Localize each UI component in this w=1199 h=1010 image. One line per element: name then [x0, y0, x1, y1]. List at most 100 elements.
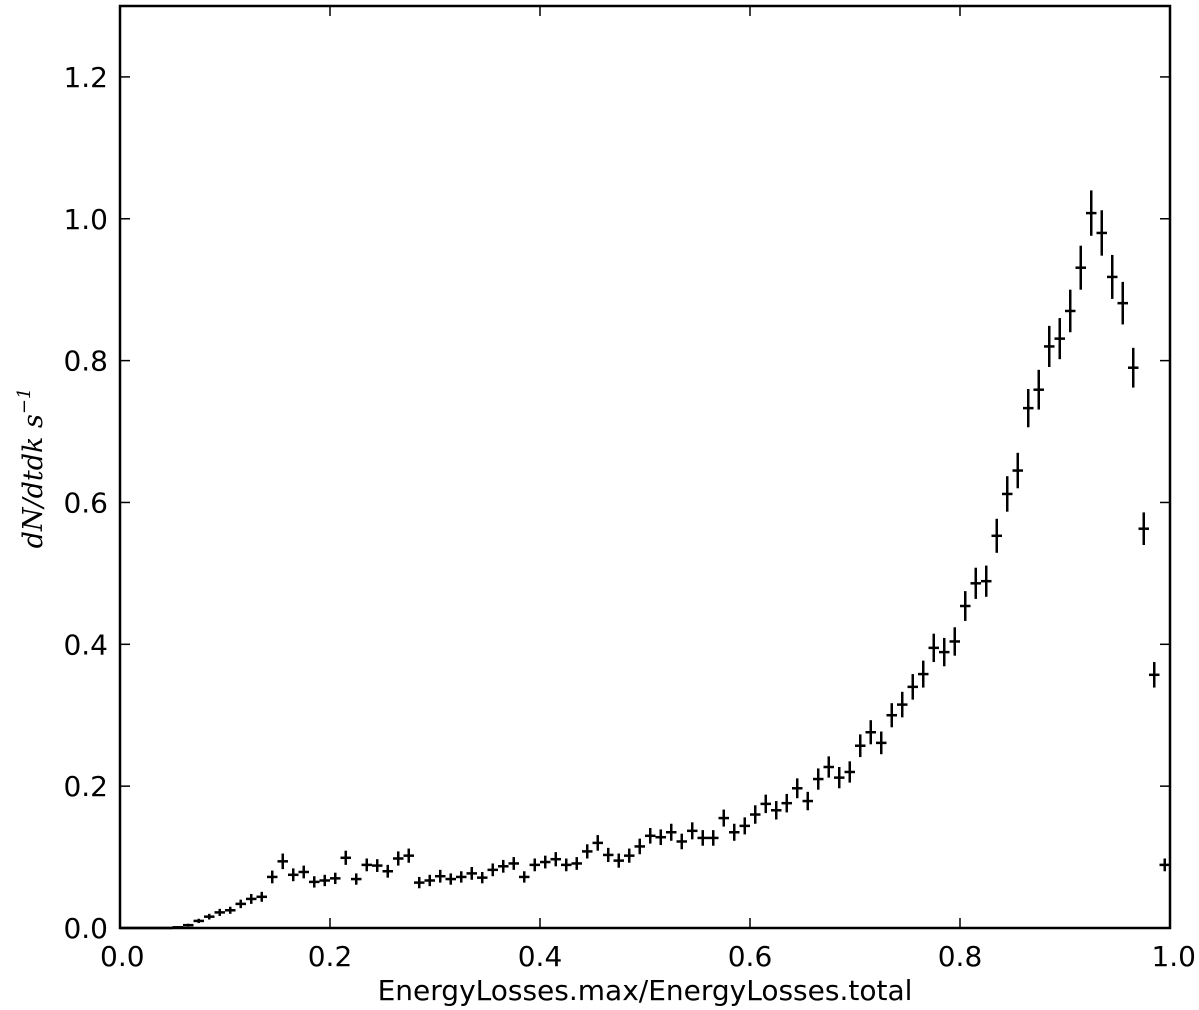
- ticks: 0.0 0.2 0.4 0.6 0.8 1.0 0.0 0.2 0.4 0.6 0.8 1.0 1.2: [63, 6, 1196, 973]
- x-tick-label: 1.0: [1151, 940, 1196, 973]
- data-point: [550, 852, 561, 867]
- data-point: [561, 858, 572, 872]
- x-tick-label: 0.2: [308, 940, 353, 973]
- data-point: [309, 876, 320, 888]
- plot-area: [118, 4, 1172, 930]
- data-point: [445, 873, 456, 885]
- data-point: [1117, 281, 1128, 325]
- data-point: [1075, 245, 1086, 290]
- data-point: [739, 817, 750, 835]
- data-point: [529, 858, 540, 872]
- x-tick-label: 0.0: [100, 940, 145, 973]
- data-point: [582, 844, 593, 859]
- data-point: [1065, 289, 1076, 333]
- data-point: [624, 848, 635, 863]
- data-point: [760, 794, 771, 814]
- y-tick-label: 1.0: [63, 203, 108, 236]
- data-point: [802, 791, 813, 811]
- data-point: [277, 853, 288, 870]
- data-point: [655, 829, 666, 846]
- data-point: [298, 865, 309, 879]
- y-tick-label: 0.0: [63, 912, 108, 945]
- data-point: [319, 874, 330, 887]
- data-point: [288, 868, 299, 882]
- data-point: [708, 830, 719, 846]
- data-point: [603, 847, 614, 863]
- data-point: [823, 756, 834, 778]
- data-point: [1128, 347, 1139, 388]
- data-point: [981, 565, 992, 597]
- data-point: [330, 872, 341, 885]
- data-point: [1138, 512, 1149, 546]
- data-point: [750, 805, 761, 824]
- y-tick-label: 1.2: [63, 61, 108, 94]
- data-point: [918, 660, 929, 688]
- data-point: [907, 674, 918, 700]
- data-point: [1033, 369, 1044, 410]
- data-point: [225, 906, 236, 914]
- y-axis-label-main: dN/dtdk s: [18, 414, 49, 548]
- y-tick-label: 0.8: [63, 345, 108, 378]
- data-point: [634, 838, 645, 855]
- data-marks: [120, 190, 1170, 930]
- data-point: [771, 801, 782, 820]
- data-point: [214, 908, 225, 916]
- data-point: [844, 761, 855, 783]
- data-point: [781, 793, 792, 813]
- data-point: [855, 734, 866, 758]
- data-point: [372, 859, 383, 872]
- data-point: [246, 893, 257, 904]
- data-point: [204, 913, 215, 920]
- data-point: [876, 731, 887, 755]
- data-point: [1159, 858, 1170, 872]
- data-point: [382, 864, 393, 878]
- data-point: [1086, 190, 1097, 236]
- data-point: [403, 848, 414, 863]
- data-point: [718, 809, 729, 827]
- data-point: [1107, 254, 1118, 299]
- data-point: [886, 703, 897, 728]
- data-point: [351, 873, 362, 885]
- y-axis-label: dN/dtdk s−1: [14, 388, 49, 549]
- x-tick-label: 0.6: [728, 940, 773, 973]
- data-point: [792, 778, 803, 799]
- data-point: [645, 827, 656, 844]
- data-point: [487, 863, 498, 877]
- data-point: [729, 823, 740, 841]
- data-point: [267, 870, 278, 884]
- data-point: [960, 591, 971, 621]
- data-point: [613, 853, 624, 868]
- data-point: [970, 567, 981, 599]
- data-point: [666, 823, 677, 841]
- data-point: [414, 876, 425, 889]
- y-tick-label: 0.2: [63, 770, 108, 803]
- y-tick-label: 0.6: [63, 486, 108, 519]
- data-point: [340, 850, 351, 865]
- y-axis-label-exponent: −1: [14, 388, 35, 415]
- data-point: [1012, 452, 1023, 489]
- x-axis-label: EnergyLosses.max/EnergyLosses.total: [378, 974, 913, 1007]
- data-point: [540, 855, 551, 869]
- data-point: [256, 891, 267, 902]
- data-point: [498, 859, 509, 873]
- data-point: [834, 767, 845, 789]
- data-point: [1149, 662, 1160, 688]
- data-point: [1002, 476, 1013, 512]
- data-point: [172, 926, 183, 929]
- data-point: [949, 627, 960, 656]
- data-point: [571, 857, 582, 870]
- data-point: [519, 871, 530, 883]
- data-point: [435, 869, 446, 883]
- data-point: [1044, 325, 1055, 367]
- data-point: [361, 858, 372, 872]
- data-point: [193, 918, 204, 924]
- data-point: [1023, 388, 1034, 428]
- data-point: [424, 874, 435, 887]
- data-point: [183, 923, 194, 927]
- x-tick-label: 0.8: [938, 940, 983, 973]
- data-point: [1096, 210, 1107, 256]
- data-point: [697, 830, 708, 846]
- data-point: [897, 691, 908, 718]
- data-point: [1054, 318, 1065, 360]
- data-point: [477, 871, 488, 884]
